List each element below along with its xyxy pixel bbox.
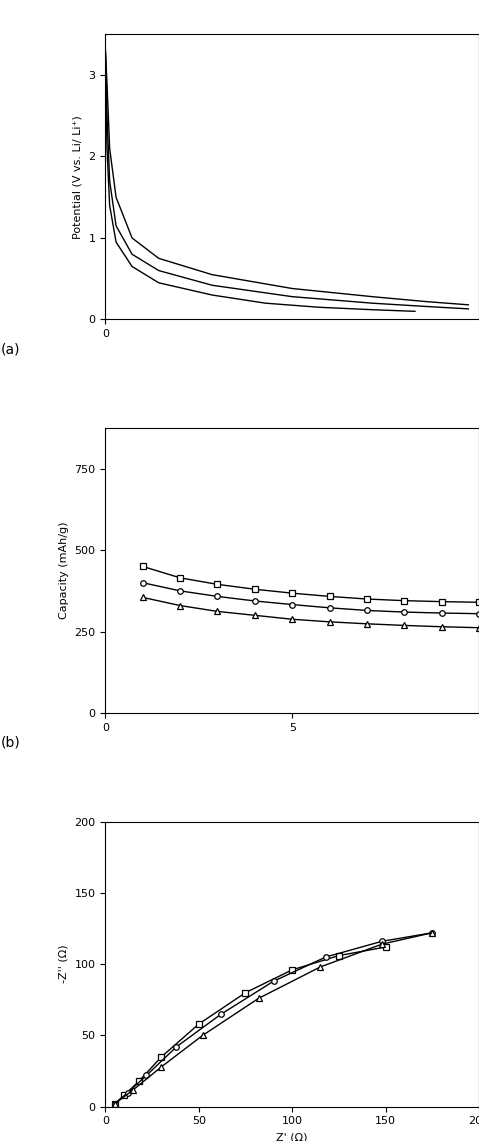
Text: (b): (b)	[1, 736, 21, 750]
Y-axis label: Capacity (mAh/g): Capacity (mAh/g)	[59, 521, 69, 620]
X-axis label: Z' (Ω): Z' (Ω)	[276, 1132, 308, 1141]
Y-axis label: Potential (V vs. Li/ Li⁺): Potential (V vs. Li/ Li⁺)	[73, 115, 83, 238]
Y-axis label: -Z'' (Ω): -Z'' (Ω)	[59, 945, 69, 984]
Text: (a): (a)	[1, 342, 20, 356]
